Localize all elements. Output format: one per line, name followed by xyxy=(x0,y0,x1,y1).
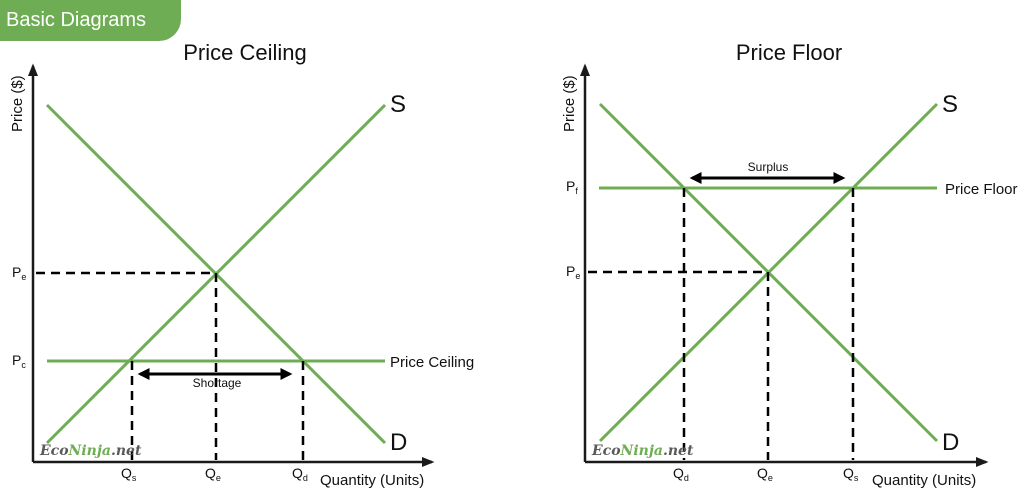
floor-quantity-tick-qs: Qs xyxy=(843,465,859,483)
floor-quantity-tick-qd: Qd xyxy=(673,465,689,483)
ceiling-title: Price Ceiling xyxy=(183,40,307,65)
floor-y-axis-label: Price ($) xyxy=(561,75,578,132)
ceiling-y-axis-label: Price ($) xyxy=(9,75,26,132)
ceiling-quantity-tick-qs: Qs xyxy=(121,465,137,483)
floor-supply-label: S xyxy=(942,91,958,118)
ceiling-x-axis-label: Quantity (Units) xyxy=(320,472,424,489)
floor-price-tick-pf: Pf xyxy=(566,178,578,196)
ceiling-price-tick-pe: Pe xyxy=(12,264,26,282)
price-ceiling-line-label: Price Ceiling xyxy=(390,354,474,371)
floor-price-tick-pe: Pe xyxy=(566,263,580,281)
ceiling-quantity-tick-qe: Qe xyxy=(205,465,221,483)
diagram-category-badge: Basic Diagrams xyxy=(0,0,181,41)
ceiling-quantity-tick-qd: Qd xyxy=(292,465,308,483)
surplus-label: Surplus xyxy=(748,160,789,174)
shortage-label: Shortage xyxy=(193,376,242,390)
floor-x-axis-label: Quantity (Units) xyxy=(872,472,976,489)
ceiling-watermark-logo: EcoNinja.net xyxy=(39,443,142,459)
ceiling-price-tick-pc: Pc xyxy=(12,352,26,370)
floor-title: Price Floor xyxy=(736,40,842,65)
ceiling-supply-label: S xyxy=(390,91,406,118)
floor-demand-label: D xyxy=(942,429,959,456)
floor-watermark-logo: EcoNinja.net xyxy=(591,443,694,459)
floor-quantity-tick-qe: Qe xyxy=(757,465,773,483)
ceiling-demand-label: D xyxy=(390,429,407,456)
price-floor-panel: Price Floor Price ($) Quantity (Units) S… xyxy=(561,40,1018,489)
price-floor-line-label: Price Floor xyxy=(945,181,1018,198)
price-ceiling-panel: Price Ceiling Price ($) Quantity (Units)… xyxy=(9,40,474,489)
